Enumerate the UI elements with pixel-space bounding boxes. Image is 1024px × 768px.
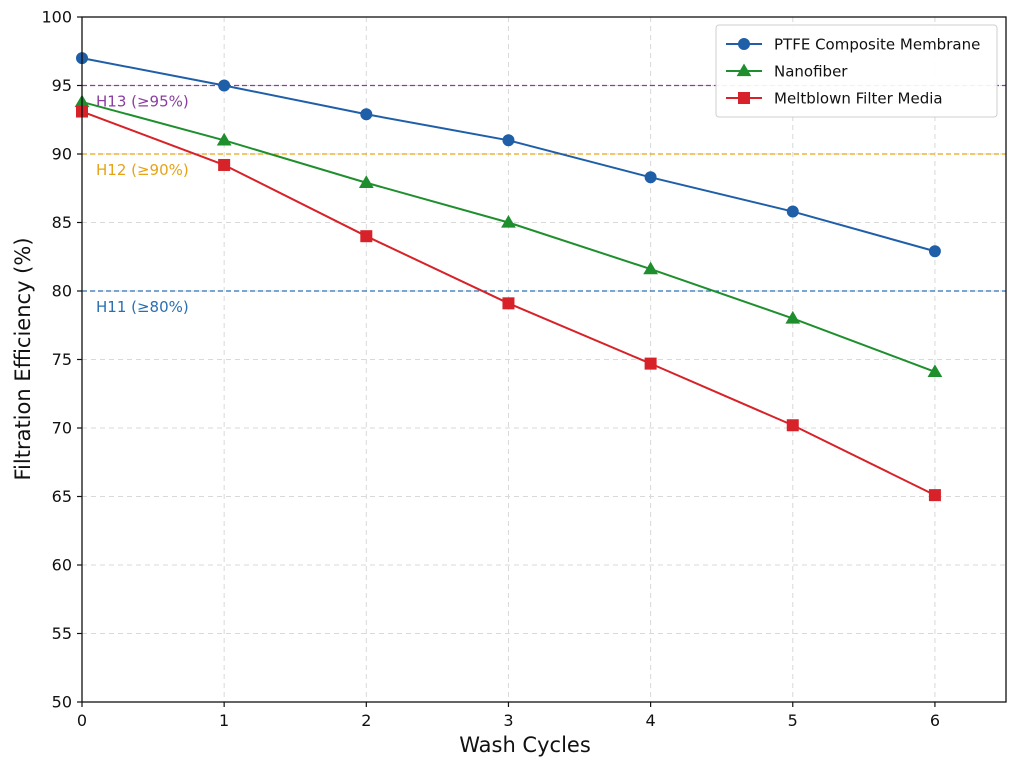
data-point bbox=[360, 108, 373, 121]
y-tick-label: 95 bbox=[52, 76, 72, 95]
legend-entry: PTFE Composite Membrane bbox=[726, 36, 980, 54]
y-tick-label: 55 bbox=[52, 624, 72, 643]
legend-marker bbox=[736, 63, 752, 77]
data-point bbox=[927, 364, 943, 378]
legend-entry: Meltblown Filter Media bbox=[726, 90, 943, 108]
legend-label: Nanofiber bbox=[774, 63, 848, 81]
x-tick-label: 1 bbox=[219, 711, 229, 730]
x-axis-ticks: 0 1 2 3 4 5 6 bbox=[77, 702, 940, 730]
data-point bbox=[785, 310, 801, 324]
legend: PTFE Composite Membrane Nanofiber Meltblow… bbox=[715, 24, 998, 118]
reference-line-label: H13 (≥95%) bbox=[96, 93, 189, 111]
data-point bbox=[218, 158, 231, 171]
data-point bbox=[502, 297, 515, 310]
series-1 bbox=[74, 94, 943, 378]
data-point bbox=[502, 134, 515, 147]
y-tick-label: 50 bbox=[52, 693, 72, 712]
data-point bbox=[786, 419, 799, 432]
y-axis-title: Filtration Efficiency (%) bbox=[11, 237, 35, 480]
legend-box bbox=[715, 24, 998, 118]
data-point bbox=[218, 79, 231, 92]
y-tick-label: 60 bbox=[52, 556, 72, 575]
y-tick-label: 65 bbox=[52, 487, 72, 506]
y-tick-label: 100 bbox=[41, 8, 72, 27]
reference-line-label: H11 (≥80%) bbox=[96, 298, 189, 316]
legend-marker bbox=[738, 92, 750, 104]
x-tick-label: 4 bbox=[646, 711, 656, 730]
series-0 bbox=[76, 52, 941, 258]
data-point bbox=[786, 205, 799, 218]
data-point bbox=[501, 215, 516, 228]
x-tick-label: 0 bbox=[77, 711, 87, 730]
data-point bbox=[644, 357, 657, 370]
legend-entry: Nanofiber bbox=[726, 63, 848, 81]
y-tick-label: 80 bbox=[52, 282, 72, 301]
data-point bbox=[928, 245, 941, 258]
data-point bbox=[928, 489, 941, 502]
x-tick-label: 6 bbox=[930, 711, 940, 730]
data-point bbox=[360, 230, 373, 243]
x-tick-label: 2 bbox=[361, 711, 371, 730]
x-tick-label: 3 bbox=[503, 711, 513, 730]
x-tick-label: 5 bbox=[788, 711, 798, 730]
legend-label: PTFE Composite Membrane bbox=[774, 36, 980, 54]
y-tick-label: 85 bbox=[52, 213, 72, 232]
legend-marker bbox=[738, 38, 750, 50]
data-point bbox=[216, 132, 232, 146]
data-point bbox=[644, 171, 657, 184]
data-point bbox=[358, 175, 374, 188]
y-tick-label: 90 bbox=[52, 145, 72, 164]
data-point bbox=[643, 261, 658, 275]
x-axis-title: Wash Cycles bbox=[459, 733, 591, 757]
y-axis-ticks: 50 55 60 65 70 75 80 85 90 95 100 bbox=[41, 8, 82, 712]
legend-label: Meltblown Filter Media bbox=[774, 90, 943, 108]
series-lines bbox=[74, 52, 943, 502]
y-tick-label: 75 bbox=[52, 350, 72, 369]
reference-line-label: H12 (≥90%) bbox=[96, 161, 189, 179]
y-tick-label: 70 bbox=[52, 419, 72, 438]
